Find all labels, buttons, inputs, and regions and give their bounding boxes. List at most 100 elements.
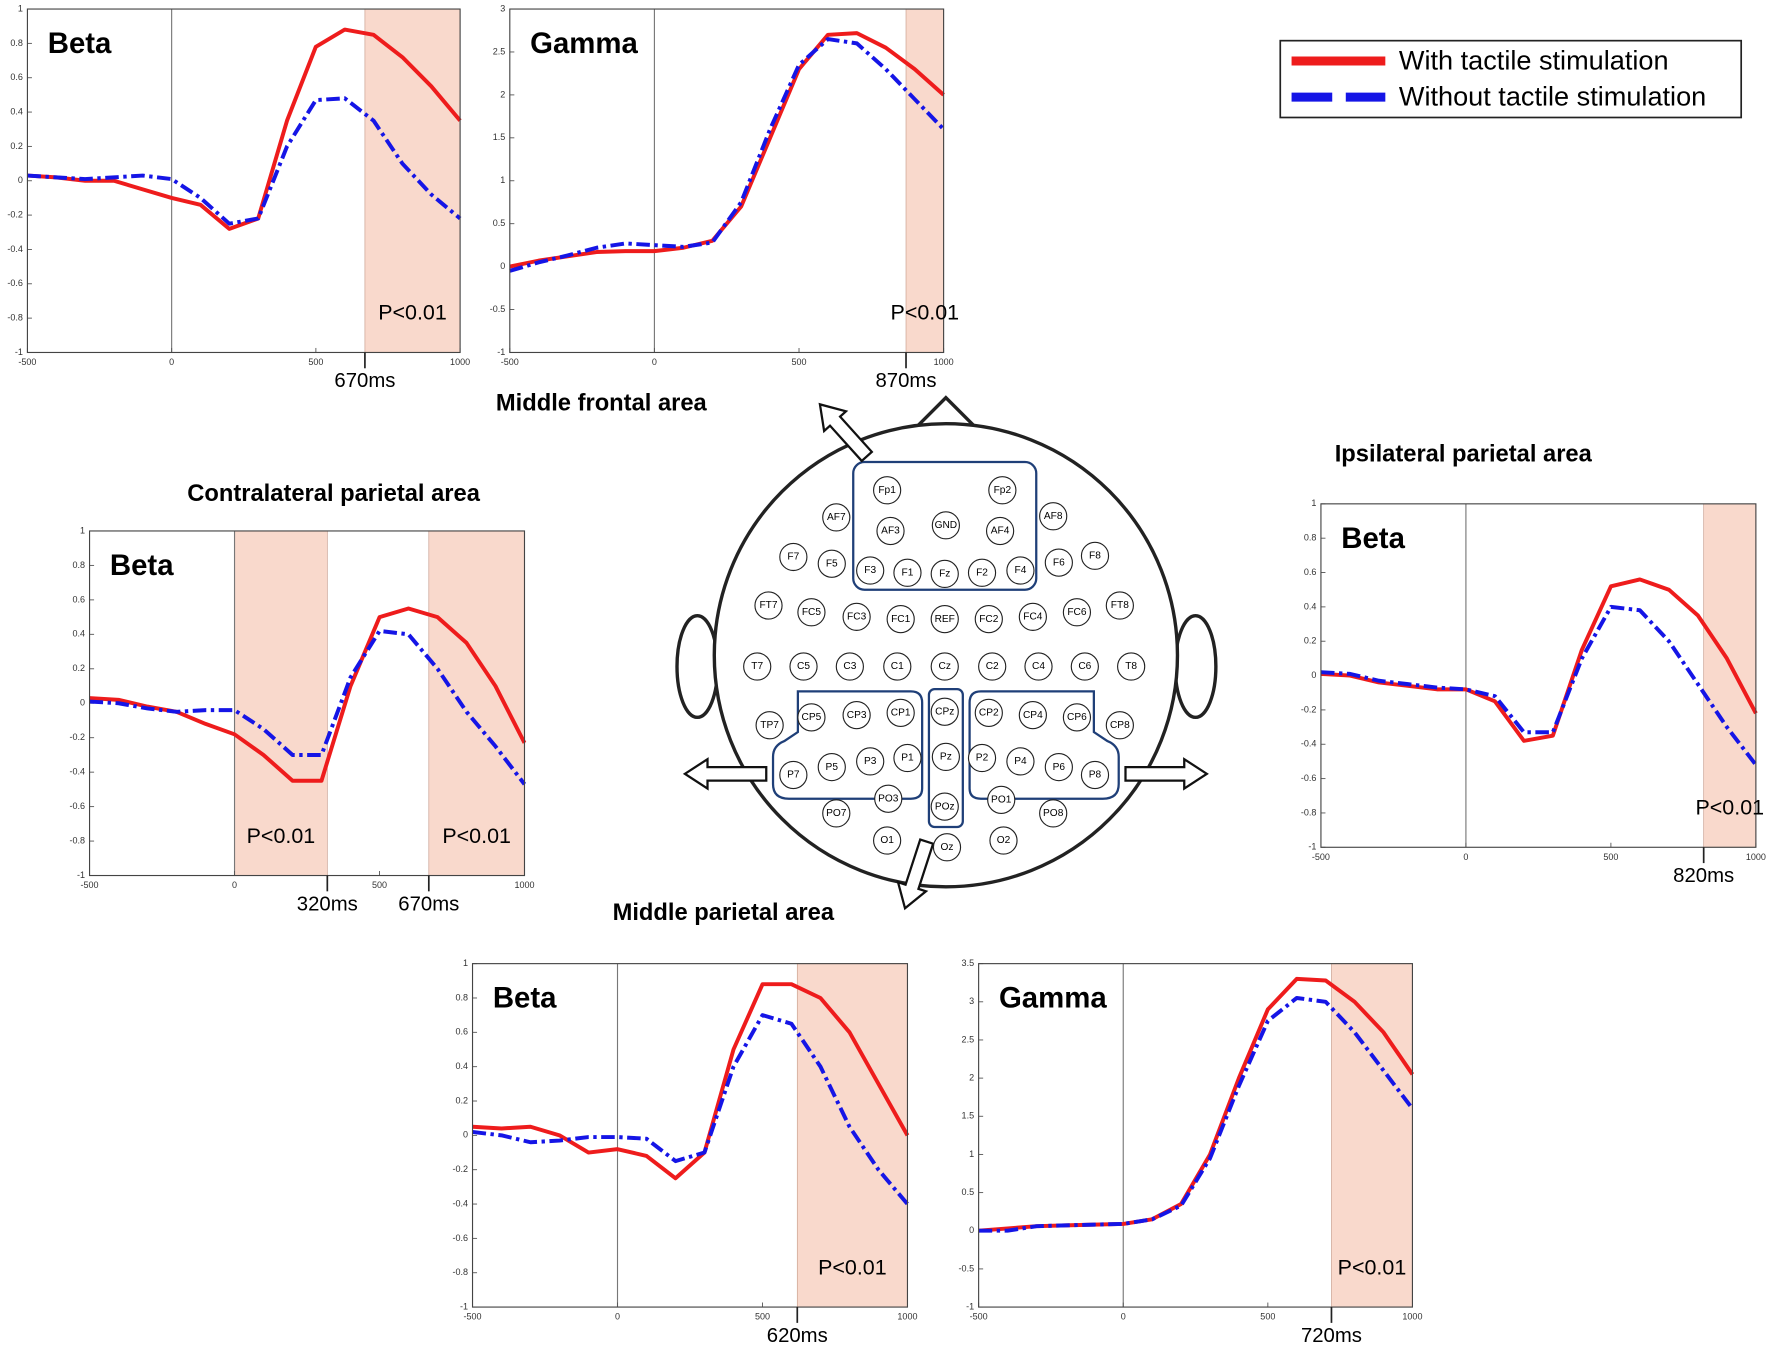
y-tick-label: 0 — [463, 1130, 468, 1140]
y-tick-label: 2 — [969, 1073, 974, 1083]
electrode — [856, 556, 885, 585]
arrow — [682, 757, 768, 791]
electrode — [797, 598, 826, 627]
y-tick-label: 1.5 — [962, 1111, 975, 1121]
electrode — [876, 516, 905, 546]
electrode-label: CP6 — [1067, 712, 1087, 723]
panel-title: Gamma — [999, 982, 1107, 1015]
electrode — [842, 700, 871, 730]
legend: With tactile stimulation Without tactile … — [1279, 39, 1743, 119]
y-tick-label: 0 — [80, 698, 85, 708]
arrow — [896, 838, 935, 911]
electrode — [1080, 760, 1110, 790]
electrode — [789, 652, 818, 681]
x-tick-label: 0 — [169, 357, 174, 367]
y-tick-label: -0.8 — [1301, 807, 1317, 817]
y-tick-label: 0 — [969, 1225, 974, 1235]
y-tick-label: -0.4 — [452, 1198, 468, 1208]
x-tick-label: 0 — [1463, 852, 1468, 862]
electrode — [873, 476, 902, 505]
plot-area — [509, 9, 944, 353]
series-line — [978, 996, 1415, 1233]
time-marker-label: 320ms — [297, 893, 358, 915]
y-tick-label: -1 — [460, 1301, 468, 1311]
legend-label: With tactile stimulation — [1399, 44, 1669, 75]
chart-panel: -1 -0.8 -0.6 -0.4 -0.2 0 0.2 0.4 0.6 0.8 1 -500 0 500… — [452, 958, 917, 1347]
y-tick-label: -0.2 — [7, 209, 23, 219]
electrode-label: F1 — [902, 567, 914, 578]
electrode — [1024, 652, 1053, 681]
electrode — [856, 747, 885, 776]
electrode — [932, 833, 962, 862]
time-marker-label: 870ms — [876, 370, 937, 392]
chart-panel: -1 -0.8 -0.6 -0.4 -0.2 0 0.2 0.4 0.6 0.8 1 -500 0 500… — [1301, 498, 1766, 887]
electrode — [931, 511, 960, 540]
electrode — [797, 703, 826, 732]
time-marker-label: 670ms — [334, 370, 395, 392]
electrode — [1062, 598, 1092, 627]
electrode — [886, 604, 915, 634]
x-tick-label: 1000 — [450, 357, 470, 367]
y-tick-label: 0.4 — [10, 106, 23, 116]
electrode-label: C6 — [1078, 661, 1091, 672]
time-marker-label: 720ms — [1301, 1325, 1362, 1347]
electrode — [779, 542, 808, 572]
y-tick-label: -0.4 — [69, 767, 85, 777]
plot-frame — [1320, 503, 1757, 848]
electrode-label: F5 — [826, 558, 838, 569]
y-tick-label: -0.8 — [69, 835, 85, 845]
y-tick-label: -0.6 — [7, 278, 23, 288]
x-tick-label: 500 — [791, 357, 806, 367]
series-line — [89, 628, 527, 786]
electrode — [886, 698, 915, 727]
x-tick-label: 1000 — [1746, 852, 1766, 862]
x-tick-label: 0 — [232, 880, 237, 890]
panel-title: Beta — [48, 27, 112, 60]
y-tick-label: 2 — [500, 89, 505, 99]
electrode-label: AF4 — [991, 526, 1010, 537]
electrode-label: O2 — [997, 835, 1011, 846]
significance-region — [234, 530, 328, 876]
p-value-label: P<0.01 — [1695, 796, 1764, 820]
y-tick-label: -0.4 — [7, 244, 23, 254]
y-tick-label: 0.8 — [72, 560, 85, 570]
electrode — [743, 652, 772, 681]
electrode — [842, 602, 871, 631]
electrode — [817, 752, 846, 782]
y-tick-label: 0.2 — [10, 141, 23, 151]
x-tick-label: 500 — [1260, 1312, 1275, 1322]
electrode-label: F6 — [1053, 557, 1065, 568]
electrode — [1044, 752, 1073, 782]
electrode — [985, 516, 1015, 546]
x-tick-label: -500 — [18, 357, 36, 367]
y-tick-label: 0.6 — [1304, 567, 1317, 577]
arrow — [1124, 757, 1209, 791]
electrode — [930, 792, 959, 821]
y-tick-label: 2.5 — [493, 46, 506, 56]
y-tick-label: -1 — [15, 347, 23, 357]
electrode-label: Oz — [941, 842, 954, 853]
electrode — [1105, 711, 1134, 740]
series-line — [27, 96, 462, 226]
legend-label: Without tactile stimulation — [1399, 80, 1706, 111]
electrode-label: CP8 — [1110, 720, 1130, 731]
electrode — [974, 698, 1003, 727]
x-tick-label: -500 — [81, 880, 99, 890]
electrode-label: FC2 — [979, 614, 999, 625]
y-tick-label: -0.8 — [452, 1267, 468, 1277]
electrode — [1018, 602, 1047, 631]
frontal-region — [852, 460, 1038, 591]
plot-frame — [26, 8, 461, 354]
series-line — [509, 31, 945, 269]
panel-title: Beta — [493, 982, 557, 1015]
electrode-label: F4 — [1015, 565, 1027, 576]
legend-box — [1279, 39, 1743, 119]
y-tick-label: 1.5 — [493, 132, 506, 142]
middle-parietal-region — [927, 687, 964, 829]
panel-title: Beta — [110, 549, 174, 582]
electrode — [1039, 502, 1068, 531]
electrode — [1006, 556, 1035, 585]
electrode-label: F2 — [976, 567, 988, 578]
ear — [675, 613, 720, 720]
electrode-label: CP1 — [891, 708, 911, 719]
